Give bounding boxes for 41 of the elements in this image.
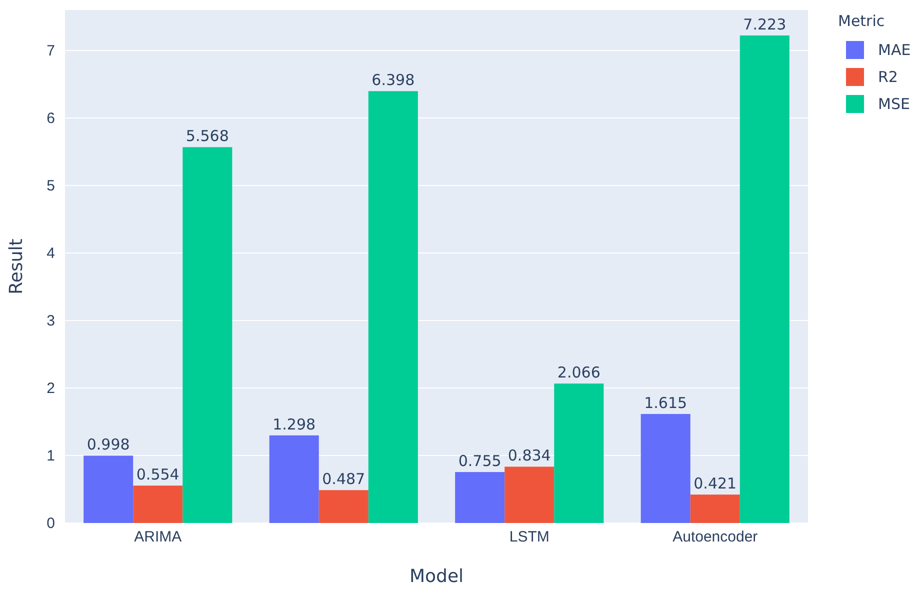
legend-label: MSE <box>878 95 910 113</box>
data-label: 5.568 <box>186 127 229 146</box>
bar <box>554 384 604 523</box>
bar <box>368 91 418 523</box>
data-label: 1.298 <box>272 415 316 434</box>
bar <box>740 35 790 523</box>
data-label: 7.223 <box>743 15 786 34</box>
y-tick-label: 1 <box>46 447 55 464</box>
bar <box>690 494 740 523</box>
bar <box>640 414 690 523</box>
data-label: 6.398 <box>372 71 415 90</box>
y-tick-label: 0 <box>46 514 55 532</box>
bar <box>504 466 554 523</box>
bar <box>455 472 505 523</box>
bar <box>84 456 134 523</box>
bar <box>182 147 232 523</box>
bar <box>133 486 183 523</box>
legend-label: MAE <box>878 41 911 59</box>
y-tick-label: 7 <box>46 42 55 60</box>
y-tick-label: 2 <box>46 380 55 397</box>
y-tick-label: 3 <box>46 312 55 330</box>
y-axis-title: Result <box>6 238 27 294</box>
data-label: 1.615 <box>644 394 688 412</box>
legend-label: R2 <box>878 68 898 86</box>
x-axis-title: Model <box>409 566 464 587</box>
x-tick-label: Autoencoder <box>672 528 758 546</box>
x-tick-label: LSTM <box>509 528 550 546</box>
legend-title: Metric <box>838 12 885 30</box>
data-label: 0.421 <box>694 474 737 493</box>
data-label: 0.834 <box>508 446 551 465</box>
x-tick-label: ARIMA <box>134 528 182 546</box>
y-tick-label: 6 <box>46 110 55 127</box>
bar <box>269 435 319 523</box>
data-label: 0.998 <box>86 436 130 454</box>
data-label: 0.554 <box>136 466 180 484</box>
bar <box>318 490 368 523</box>
data-label: 0.487 <box>322 470 366 488</box>
y-tick-label: 5 <box>46 177 55 194</box>
data-label: 2.066 <box>557 364 600 382</box>
data-label: 0.755 <box>458 452 502 470</box>
y-tick-label: 4 <box>46 244 55 262</box>
